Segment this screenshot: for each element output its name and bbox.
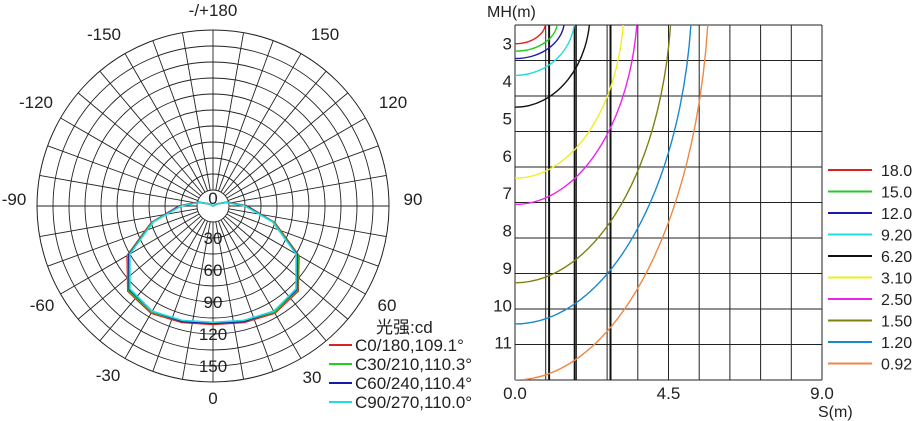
isolux-y-tick-label: 8 xyxy=(503,222,512,241)
polar-spoke xyxy=(215,221,245,380)
polar-spoke xyxy=(152,40,208,192)
isolux-y-tick-label: 3 xyxy=(503,35,512,54)
isolux-contour-curve xyxy=(515,25,558,52)
isolux-legend-value: 15.0 xyxy=(881,185,912,202)
polar-radial-tick-label: 150 xyxy=(199,357,227,376)
isolux-y-tick-label: 5 xyxy=(503,109,512,128)
polar-spoke xyxy=(220,53,302,193)
polar-angle-label: -90 xyxy=(2,190,27,209)
isolux-contour-curve xyxy=(515,25,709,380)
polar-spoke xyxy=(227,211,379,267)
isolux-y-axis-title: MH(m) xyxy=(487,4,536,21)
polar-spoke xyxy=(226,117,366,199)
isolux-legend-value: 18.0 xyxy=(881,163,912,180)
isolux-x-tick-label: 9.0 xyxy=(810,384,834,403)
polar-radial-tick-label: 90 xyxy=(204,293,223,312)
polar-spoke xyxy=(181,221,211,380)
polar-spoke xyxy=(60,117,200,199)
polar-legend-entry: C60/240,110.4° xyxy=(355,374,472,393)
polar-radial-tick-label: 0 xyxy=(208,189,217,208)
intensity-unit-label: 光强:cd xyxy=(376,318,433,337)
isolux-contour-curve xyxy=(515,25,638,206)
isolux-contour-curve xyxy=(515,25,624,179)
isolux-contour-curve xyxy=(515,25,692,325)
polar-spoke xyxy=(227,145,379,201)
isolux-x-tick-label: 0.0 xyxy=(503,384,527,403)
isolux-contours xyxy=(515,25,709,380)
polar-spoke xyxy=(220,219,302,359)
isolux-legend-value: 3.10 xyxy=(881,271,912,288)
polar-spoke xyxy=(224,215,349,320)
isolux-contour-curve xyxy=(515,25,672,284)
isolux-legend-value: 2.50 xyxy=(881,292,912,309)
polar-spoke xyxy=(228,174,387,204)
polar-radial-tick-label: 120 xyxy=(199,325,227,344)
polar-angle-label: 0 xyxy=(208,389,217,408)
isolux-y-tick-label: 7 xyxy=(503,184,512,203)
polar-series-curve xyxy=(129,201,297,324)
polar-legend-entry: C90/270,110.0° xyxy=(355,393,472,412)
polar-spoke xyxy=(77,92,202,197)
isolux-contour-curve xyxy=(515,25,565,60)
isolux-y-tick-label: 11 xyxy=(494,334,512,353)
polar-angle-label: 60 xyxy=(378,296,397,315)
polar-spoke xyxy=(224,92,349,197)
polar-spoke xyxy=(228,208,387,238)
polar-spoke xyxy=(215,32,245,191)
isolux-legend-value: 0.92 xyxy=(881,357,912,374)
polar-spoke xyxy=(222,217,327,342)
polar-spoke xyxy=(222,70,327,195)
isolux-contour-curve xyxy=(515,25,547,45)
isolux-y-tick-label: 4 xyxy=(503,72,512,91)
isolux-chart: MH(m) S(m) 3 4 5 6 7 8 9 10 11 0.0 4.5 9.0 18.0 15.0 12.… xyxy=(487,4,912,421)
polar-spoke xyxy=(39,208,198,238)
polar-spoke xyxy=(99,70,204,195)
polar-spoke xyxy=(218,220,274,372)
polar-angle-label: -150 xyxy=(87,25,121,44)
polar-radial-tick-label: 60 xyxy=(204,261,223,280)
polar-angle-label: -/+180 xyxy=(189,1,238,20)
polar-spoke xyxy=(99,217,204,342)
polar-spoke xyxy=(124,219,206,359)
polar-legend-entry: C30/210,110.3° xyxy=(355,355,472,374)
isolux-y-tick-label: 9 xyxy=(503,259,512,278)
polar-spoke xyxy=(124,53,206,193)
isolux-x-tick-label: 4.5 xyxy=(657,384,681,403)
polar-angle-label: 120 xyxy=(379,93,407,112)
isolux-contour-curve xyxy=(515,25,575,77)
isolux-legend-value: 1.50 xyxy=(881,314,912,331)
polar-spoke xyxy=(47,211,199,267)
polar-spoke xyxy=(152,220,208,372)
isolux-legend-value: 6.20 xyxy=(881,249,912,266)
isolux-legend-value: 1.20 xyxy=(881,335,912,352)
isolux-contour-curve xyxy=(515,25,591,108)
polar-spoke xyxy=(47,145,199,201)
polar-intensity-chart: 0 30 60 90 120 150 -/+180 150 -150 120 -120 90 -90 60… xyxy=(2,1,472,412)
polar-angle-label: -30 xyxy=(96,366,121,385)
isolux-y-tick-label: 6 xyxy=(503,147,512,166)
polar-spoke xyxy=(77,215,202,320)
isolux-legend-value: 9.20 xyxy=(881,228,912,245)
polar-spoke xyxy=(218,40,274,192)
polar-angle-label: -120 xyxy=(19,93,53,112)
polar-legend-entry: C0/180,109.1° xyxy=(355,336,464,355)
isolux-legend-value: 12.0 xyxy=(881,206,912,223)
polar-angle-label: -60 xyxy=(30,296,55,315)
polar-angle-label: 90 xyxy=(404,190,423,209)
polar-spoke xyxy=(181,32,211,191)
isolux-y-tick-label: 10 xyxy=(493,296,512,315)
polar-angle-label: 150 xyxy=(311,25,339,44)
polar-radial-tick-label: 30 xyxy=(204,229,223,248)
polar-angle-label: 30 xyxy=(303,368,322,387)
polar-spoke xyxy=(39,174,198,204)
isolux-x-axis-title: S(m) xyxy=(818,404,853,421)
